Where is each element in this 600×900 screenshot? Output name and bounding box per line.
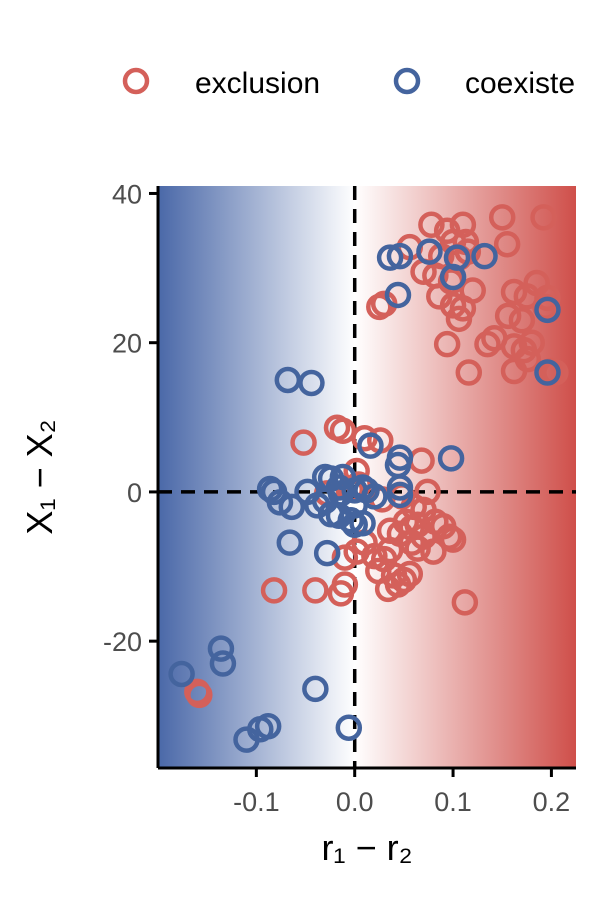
point-coexiste-44 [302, 675, 329, 703]
point-coexiste-14 [437, 445, 465, 472]
point-exclusion-49 [414, 478, 441, 506]
x-axis-title: r₁ − r₂ [321, 827, 412, 868]
point-coexiste-8 [534, 359, 561, 386]
point-exclusion-40 [290, 429, 317, 456]
y-tick-label: -20 [103, 627, 142, 657]
data-points [168, 204, 569, 753]
point-exclusion-72 [420, 538, 447, 565]
point-exclusion-86 [186, 681, 213, 709]
y-axis-ticks: -20 0 20 40 [103, 179, 158, 657]
point-coexiste-25 [386, 481, 414, 509]
point-exclusion-81 [302, 577, 329, 604]
point-coexiste-36 [337, 507, 365, 534]
point-exclusion-83 [331, 571, 359, 598]
point-coexiste-5 [439, 263, 467, 291]
point-exclusion-27 [508, 307, 536, 334]
y-axis-title: X₁ − X₂ [19, 419, 60, 534]
point-coexiste-39 [276, 529, 304, 556]
x-tick-label: 0.2 [533, 787, 571, 817]
point-exclusion-0 [418, 211, 445, 239]
x-tick-label: -0.1 [233, 787, 280, 817]
legend-key-coexiste [393, 67, 421, 95]
point-exclusion-30 [474, 330, 501, 358]
point-coexiste-42 [209, 650, 237, 677]
point-coexiste-41 [207, 635, 235, 662]
point-coexiste-0 [376, 244, 404, 271]
point-coexiste-38 [349, 510, 376, 537]
legend: exclusion coexiste [122, 67, 575, 100]
point-coexiste-7 [534, 296, 561, 324]
legend-key-exclusion [122, 67, 150, 95]
point-exclusion-26 [494, 302, 522, 330]
point-exclusion-71 [404, 535, 431, 562]
point-exclusion-25 [445, 305, 473, 333]
point-exclusion-17 [500, 278, 528, 306]
y-tick-label: 20 [112, 329, 142, 359]
point-exclusion-73 [331, 544, 359, 571]
point-exclusion-65 [435, 523, 463, 550]
x-tick-label: 0.0 [336, 787, 374, 817]
x-tick-label: 0.1 [434, 787, 472, 817]
point-exclusion-31 [433, 330, 461, 358]
point-exclusion-38 [455, 359, 483, 386]
point-coexiste-6 [384, 281, 412, 309]
point-exclusion-84 [451, 589, 479, 616]
point-coexiste-4 [416, 238, 443, 265]
legend-label-exclusion: exclusion [195, 67, 320, 100]
point-coexiste-32 [311, 487, 339, 515]
point-exclusion-35 [518, 329, 545, 356]
point-exclusion-80 [260, 577, 288, 604]
point-coexiste-28 [266, 489, 294, 516]
point-exclusion-3 [488, 204, 516, 231]
point-exclusion-4 [530, 204, 557, 231]
point-exclusion-37 [542, 359, 569, 386]
y-tick-label: 0 [127, 478, 142, 508]
point-coexiste-10 [298, 369, 325, 397]
point-exclusion-39 [500, 357, 528, 385]
point-coexiste-47 [254, 712, 282, 740]
point-exclusion-7 [493, 230, 521, 258]
legend-label-coexiste: coexiste [465, 67, 575, 100]
point-coexiste-3 [471, 242, 498, 270]
point-coexiste-43 [168, 660, 195, 688]
point-exclusion-79 [384, 571, 412, 598]
point-coexiste-29 [278, 493, 306, 521]
point-coexiste-11 [357, 432, 384, 459]
x-axis-ticks: -0.1 0.0 0.1 0.2 [233, 768, 570, 817]
point-coexiste-48 [335, 714, 363, 741]
point-coexiste-40 [313, 539, 341, 567]
point-exclusion-70 [376, 536, 404, 564]
point-coexiste-1 [386, 242, 414, 270]
point-coexiste-24 [386, 474, 414, 501]
y-tick-label: 40 [112, 179, 142, 209]
